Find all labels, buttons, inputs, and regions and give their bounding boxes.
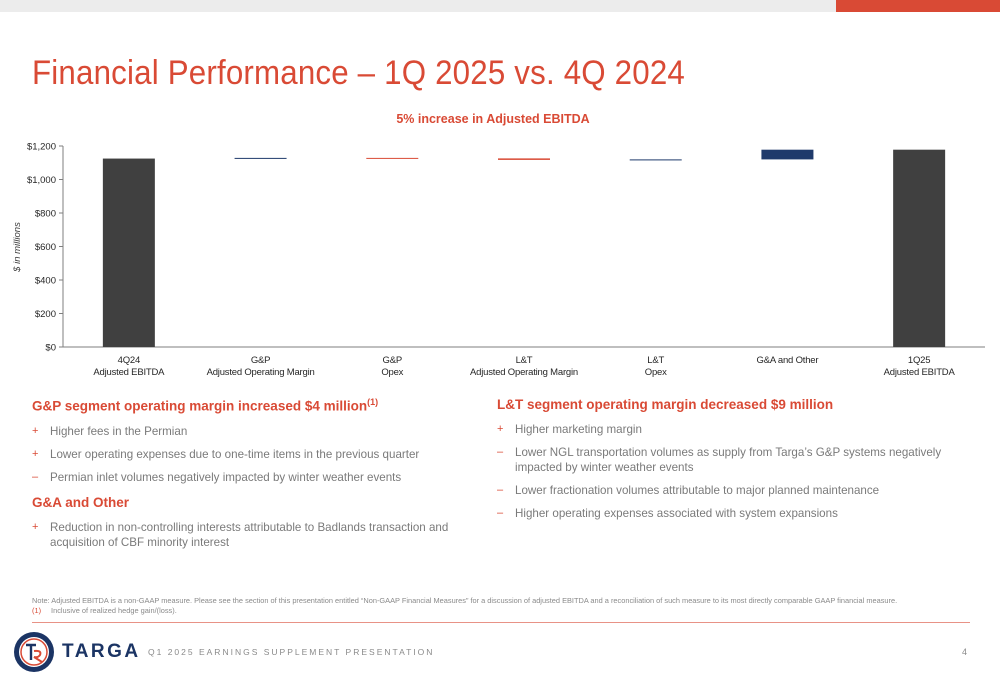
ga-bullet-text: Reduction in non-controlling interests a… <box>50 520 449 549</box>
bar-decrease <box>366 157 419 159</box>
ga-bullet-list: + Reduction in non-controlling interests … <box>32 520 492 550</box>
plus-icon: + <box>32 447 39 460</box>
plus-icon: + <box>32 424 39 437</box>
x-tick-label: L&T <box>516 355 533 366</box>
x-tick-label: G&P <box>251 355 270 366</box>
x-tick-label: Opex <box>645 367 667 378</box>
plus-icon: + <box>497 423 504 435</box>
lt-bullet-text: Lower fractionation volumes attributable… <box>515 484 880 497</box>
x-tick-label: G&P <box>383 355 402 366</box>
top-band <box>0 0 836 12</box>
lt-bullet-list: + Higher marketing margin – Lower NGL trans… <box>497 422 957 521</box>
gp-bullet-list: + Higher fees in the Permian + Lower operat… <box>32 424 492 485</box>
minus-icon: – <box>497 484 504 496</box>
x-tick-label: 4Q24 <box>118 355 140 366</box>
minus-icon: – <box>497 507 504 519</box>
minus-icon: – <box>32 470 39 483</box>
gp-bullet-text: Lower operating expenses due to one-time… <box>50 447 420 461</box>
targa-logo-icon <box>12 630 56 674</box>
gp-bullet-text: Permian inlet volumes negatively impacte… <box>50 470 402 484</box>
x-tick-label: 1Q25 <box>908 355 930 366</box>
bar-decrease <box>498 158 550 160</box>
x-tick-label: Opex <box>381 367 403 378</box>
left-column: G&P segment operating margin increased $… <box>32 397 492 558</box>
right-column: L&T segment operating margin decreased $… <box>497 397 957 529</box>
minus-icon: – <box>497 446 504 458</box>
x-tick-label: Adjusted Operating Margin <box>207 367 315 378</box>
y-tick-label: $600 <box>35 242 56 253</box>
non-gaap-note: Note: Adjusted EBITDA is a non-GAAP meas… <box>32 596 898 605</box>
chart-title: 5% increase in Adjusted EBITDA <box>396 112 589 126</box>
ga-bullet: + Reduction in non-controlling interests … <box>32 520 492 550</box>
y-tick-label: $400 <box>35 276 56 287</box>
ga-heading: G&A and Other <box>32 494 130 510</box>
x-tick-label: Adjusted EBITDA <box>93 367 165 378</box>
y-tick-label: $1,000 <box>27 175 56 186</box>
lt-bullet: – Lower NGL transportation volumes as sup… <box>497 445 957 475</box>
x-tick-label: Adjusted Operating Margin <box>470 367 578 378</box>
brand-wordmark: TARGA <box>62 641 141 662</box>
bar-increase <box>761 149 814 160</box>
lt-bullet: – Higher operating expenses associated wi… <box>497 506 957 521</box>
plus-icon: + <box>32 520 39 533</box>
gp-bullet: – Permian inlet volumes negatively impact… <box>32 470 492 485</box>
bar-increase <box>629 159 682 161</box>
footnote: (1) Inclusive of realized hedge gain/(los… <box>32 606 177 615</box>
lt-heading: L&T segment operating margin decreased $… <box>497 397 834 412</box>
x-tick-label: L&T <box>647 355 664 366</box>
footer-rule <box>32 622 970 623</box>
lt-bullet-text: Higher operating expenses associated wit… <box>515 507 838 520</box>
footer-text: Q1 2025 EARNINGS SUPPLEMENT PRESENTATION <box>148 647 435 657</box>
gp-bullet: + Lower operating expenses due to one-tim… <box>32 447 492 462</box>
lt-bullet: + Higher marketing margin <box>497 422 957 437</box>
gp-heading: G&P segment operating margin increased $… <box>32 397 379 414</box>
lt-bullet-text: Higher marketing margin <box>515 423 642 436</box>
bar-total <box>102 158 155 347</box>
waterfall-chart: 5% increase in Adjusted EBITDA $ in milli… <box>0 100 1000 400</box>
page-title: Financial Performance – 1Q 2025 vs. 4Q 2… <box>32 54 685 92</box>
lt-bullet: – Lower fractionation volumes attributabl… <box>497 483 957 498</box>
gp-bullet: + Higher fees in the Permian <box>32 424 492 439</box>
y-axis-label: $ in millions <box>12 222 23 273</box>
y-tick-label: $800 <box>35 209 56 220</box>
x-tick-label: G&A and Other <box>757 355 819 366</box>
y-tick-label: $200 <box>35 309 56 320</box>
bar-total <box>893 149 946 347</box>
page-number: 4 <box>962 647 968 657</box>
gp-bullet-text: Higher fees in the Permian <box>50 424 188 438</box>
x-tick-label: Adjusted EBITDA <box>884 367 956 378</box>
y-tick-label: $0 <box>45 343 56 354</box>
y-tick-label: $1,200 <box>27 142 56 153</box>
bar-increase <box>234 157 287 159</box>
lt-bullet-text: Lower NGL transportation volumes as supp… <box>515 446 942 474</box>
top-accent-bar <box>836 0 1000 12</box>
chart-svg: 5% increase in Adjusted EBITDA $ in milli… <box>12 112 985 378</box>
